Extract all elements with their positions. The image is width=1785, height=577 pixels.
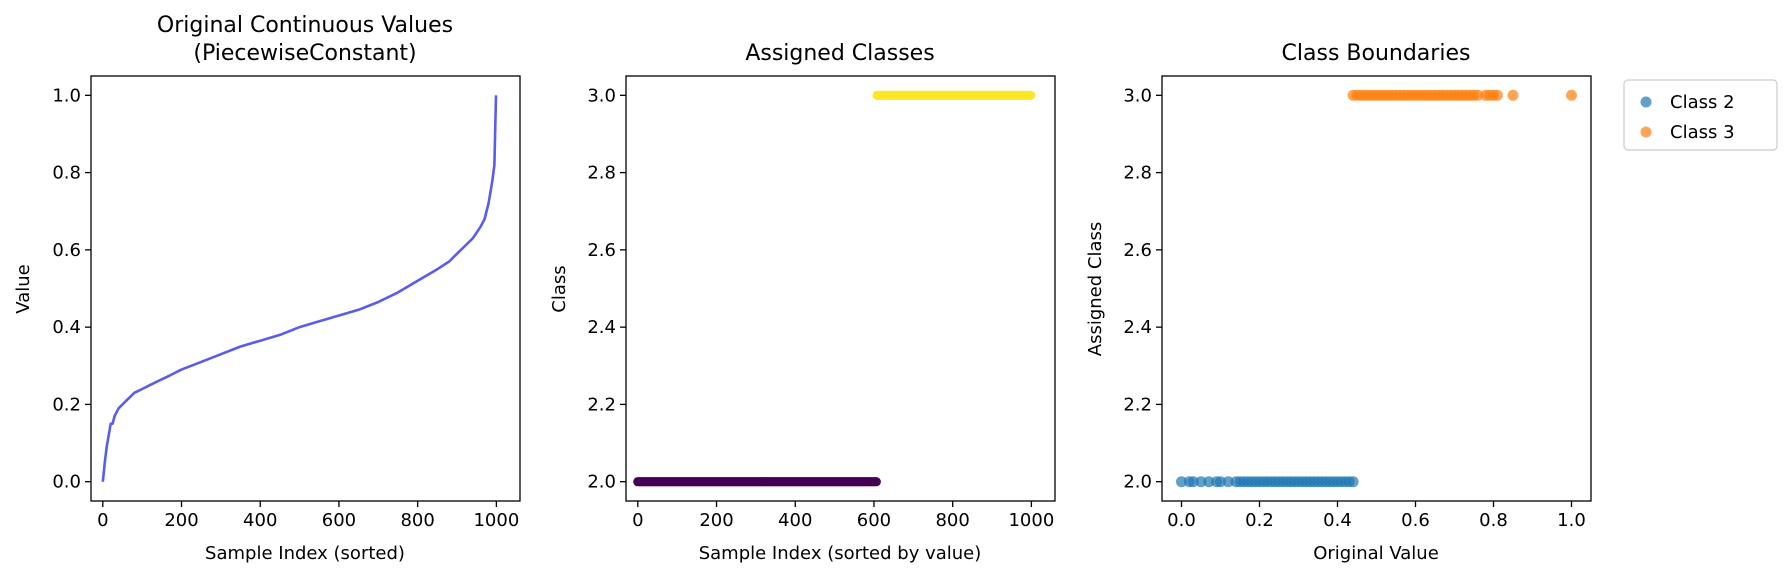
x-axis-label: Sample Index (sorted by value) [699, 543, 982, 564]
x-tick-label: 1000 [1008, 510, 1054, 531]
class-point-3 [1026, 90, 1036, 100]
legend-label-class-3: Class 3 [1670, 122, 1735, 143]
y-tick-label: 0.4 [52, 317, 81, 338]
y-tick-label: 3.0 [587, 85, 616, 106]
legend-label-class-2: Class 2 [1670, 92, 1735, 113]
x-tick-label: 0 [632, 510, 643, 531]
y-tick-label: 0.6 [52, 240, 81, 261]
y-tick-label: 2.2 [587, 394, 616, 415]
y-tick-label: 2.8 [1123, 163, 1152, 184]
chart-title-line-2: (PiecewiseConstant) [193, 41, 416, 66]
class-3-point [1491, 89, 1503, 101]
legend-marker-class-2 [1640, 96, 1652, 108]
chart-title: Assigned Classes [745, 41, 934, 66]
x-tick-label: 800 [400, 510, 434, 531]
plot-frame [1161, 75, 1592, 502]
x-tick-label: 1000 [473, 510, 519, 531]
y-tick-label: 0.8 [52, 163, 81, 184]
y-axis-label: Class [549, 265, 570, 312]
y-tick-label: 2.4 [1123, 317, 1152, 338]
plot-frame [625, 75, 1056, 502]
data-series [101, 95, 498, 482]
y-tick-label: 0.0 [52, 472, 81, 493]
plot-frame [90, 75, 521, 502]
data-series [1176, 89, 1577, 488]
chart-title-line-1: Original Continuous Values [157, 13, 453, 38]
x-axis-label: Original Value [1313, 543, 1439, 564]
x-axis-label: Sample Index (sorted) [205, 543, 405, 564]
axis-ticks: 0 200 400 600 800 1000 2.0 2.2 2.4 2.6 2.8 3.0 [587, 85, 1054, 531]
class-3-point [1566, 89, 1577, 101]
class-2-point [1347, 476, 1359, 488]
x-tick-label: 0 [97, 510, 108, 531]
y-tick-label: 3.0 [1123, 85, 1152, 106]
class-3-point [1507, 89, 1519, 101]
x-tick-label: 0.8 [1479, 510, 1508, 531]
y-axis-label: Value [13, 264, 34, 313]
x-tick-label: 0.4 [1323, 510, 1352, 531]
legend: Class 2 Class 3 [1623, 79, 1778, 151]
x-tick-label: 1.0 [1557, 510, 1586, 531]
x-tick-label: 600 [857, 510, 891, 531]
class-2-point [1222, 476, 1234, 488]
legend-marker-class-3 [1640, 126, 1652, 138]
class-2-point [1195, 476, 1207, 488]
legend-box [1623, 79, 1778, 151]
y-tick-label: 2.6 [1123, 240, 1152, 261]
chart-title: Class Boundaries [1282, 41, 1471, 66]
x-tick-label: 200 [164, 510, 198, 531]
axis-ticks: 0 200 400 600 800 1000 0.0 0.2 0.4 0.6 0.8 1.0 [52, 85, 519, 531]
x-tick-label: 0.2 [1245, 510, 1274, 531]
y-tick-label: 2.0 [1123, 472, 1152, 493]
y-tick-label: 1.0 [52, 85, 81, 106]
data-series [633, 90, 1036, 487]
x-tick-label: 200 [699, 510, 733, 531]
x-tick-label: 0.6 [1401, 510, 1430, 531]
x-tick-label: 400 [778, 510, 812, 531]
class-2-point [1203, 476, 1215, 488]
class-point-2 [871, 477, 881, 487]
chart-panel-assigned-classes: Assigned Classes Sample Index (sorted by… [549, 41, 1056, 564]
chart-panel-original-values: Original Continuous Values (PiecewiseCon… [13, 13, 521, 564]
y-tick-label: 2.4 [587, 317, 616, 338]
y-tick-label: 2.0 [587, 472, 616, 493]
class-3-point [1472, 89, 1484, 101]
y-axis-label: Assigned Class [1085, 222, 1106, 356]
x-tick-label: 600 [322, 510, 356, 531]
y-tick-label: 0.2 [52, 394, 81, 415]
chart-panel-class-boundaries: Class Boundaries Original Value Assigned… [1085, 41, 1592, 564]
y-tick-label: 2.2 [1123, 394, 1152, 415]
x-tick-label: 400 [243, 510, 277, 531]
class-2-point [1176, 476, 1187, 488]
axis-ticks: 0.0 0.2 0.4 0.6 0.8 1.0 2.0 2.2 2.4 2.6 2.8 3.0 [1123, 85, 1585, 531]
class-2-point [1215, 476, 1226, 488]
x-tick-label: 0.0 [1167, 510, 1196, 531]
y-tick-label: 2.6 [587, 240, 616, 261]
x-tick-label: 800 [935, 510, 969, 531]
value-line [101, 95, 498, 482]
class-2-point [1187, 476, 1199, 488]
y-tick-label: 2.8 [587, 163, 616, 184]
